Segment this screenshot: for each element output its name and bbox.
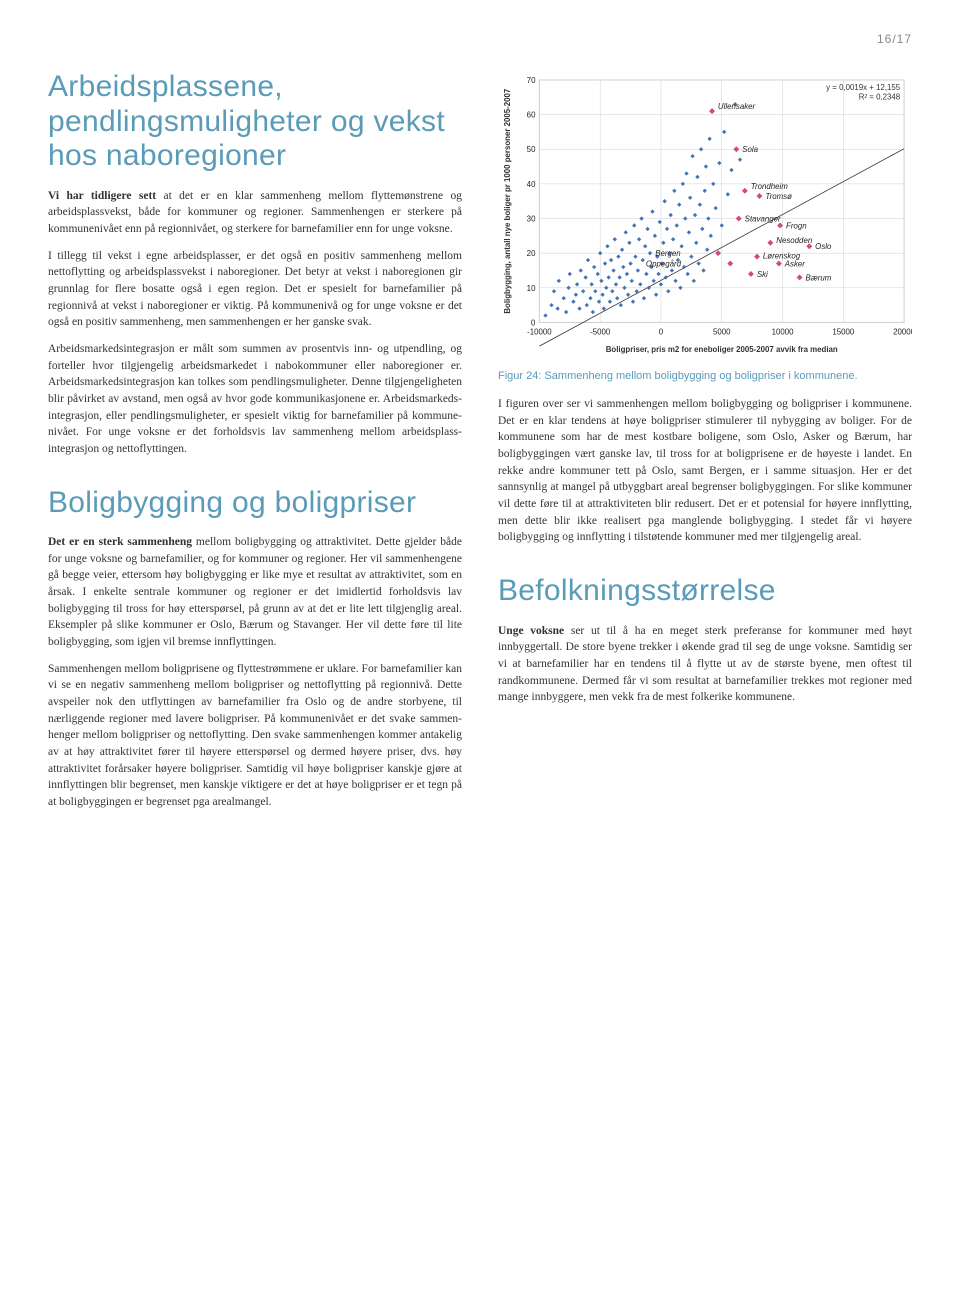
svg-text:15000: 15000 — [832, 327, 855, 336]
para-left-4-lead: Det er en sterk sammenheng — [48, 536, 192, 548]
scatter-chart: 0 10 20 30 40 50 60 70 -10000 -5000 0 5000 10000 1500… — [498, 70, 912, 360]
para-left-1-lead: Vi har tidligere sett — [48, 190, 156, 202]
svg-text:Tromsø: Tromsø — [765, 192, 792, 201]
svg-text:Trondheim: Trondheim — [751, 182, 788, 191]
para-right-2-lead: Unge voksne — [498, 625, 564, 637]
svg-text:60: 60 — [527, 111, 536, 120]
para-left-5: Sammenhengen mellom boligprisene og flyt… — [48, 661, 462, 811]
svg-text:20: 20 — [527, 249, 536, 258]
svg-text:-5000: -5000 — [590, 327, 611, 336]
svg-text:10: 10 — [527, 284, 536, 293]
svg-text:10000: 10000 — [772, 327, 795, 336]
svg-text:0: 0 — [659, 327, 664, 336]
svg-text:Boligpriser, pris m2 for enebo: Boligpriser, pris m2 for eneboliger 2005… — [606, 345, 838, 354]
svg-text:Oppegård: Oppegård — [646, 260, 682, 269]
para-left-3: Arbeidsmarkedsintegrasjon er målt som su… — [48, 341, 462, 458]
svg-text:40: 40 — [527, 180, 536, 189]
svg-text:30: 30 — [527, 214, 536, 223]
right-column: 0 10 20 30 40 50 60 70 -10000 -5000 0 5000 10000 1500… — [498, 70, 912, 821]
svg-text:-10000: -10000 — [527, 327, 552, 336]
figure-caption: Figur 24: Sammenheng mellom boligbygging… — [498, 370, 912, 382]
svg-text:Ullensaker: Ullensaker — [718, 102, 756, 111]
svg-text:Frogn: Frogn — [786, 221, 807, 230]
svg-text:20000: 20000 — [893, 327, 912, 336]
heading-befolkning: Befolkningsstørrelse — [498, 574, 912, 609]
para-right-2: Unge voksne ser ut til å ha en meget ste… — [498, 623, 912, 706]
svg-text:Oslo: Oslo — [815, 242, 832, 251]
left-column: Arbeidsplassene, pendlingsmuligheter og … — [48, 70, 462, 821]
para-right-1: I figuren over ser vi sammenhengen mello… — [498, 396, 912, 546]
svg-text:R² = 0,2348: R² = 0,2348 — [859, 93, 901, 102]
svg-text:5000: 5000 — [713, 327, 731, 336]
svg-text:Bergen: Bergen — [655, 249, 681, 258]
svg-text:Stavanger: Stavanger — [745, 214, 781, 223]
para-left-4: Det er en sterk sammenheng mellom boligb… — [48, 534, 462, 651]
svg-text:50: 50 — [527, 145, 536, 154]
heading-arbeidsplassene: Arbeidsplassene, pendlingsmuligheter og … — [48, 70, 462, 174]
svg-text:Bærum: Bærum — [805, 273, 831, 282]
svg-text:Asker: Asker — [784, 260, 806, 269]
heading-boligbygging: Boligbygging og boligpriser — [48, 486, 462, 521]
page-number: 16/17 — [48, 32, 912, 46]
svg-text:Boligbygging, antall nye bolig: Boligbygging, antall nye boliger pr 1000… — [503, 88, 512, 314]
svg-text:Nesodden: Nesodden — [776, 236, 813, 245]
svg-text:0: 0 — [531, 318, 536, 327]
para-left-4-rest: mellom boligbygging og attraktivitet. De… — [48, 536, 462, 648]
para-left-2: I tillegg til vekst i egne arbeidsplasse… — [48, 248, 462, 331]
svg-text:Ski: Ski — [757, 270, 768, 279]
svg-text:Sola: Sola — [742, 145, 758, 154]
svg-text:70: 70 — [527, 76, 536, 85]
para-left-1: Vi har tidligere sett at det er en klar … — [48, 188, 462, 238]
svg-text:y = 0,0019x + 12,155: y = 0,0019x + 12,155 — [826, 83, 901, 92]
